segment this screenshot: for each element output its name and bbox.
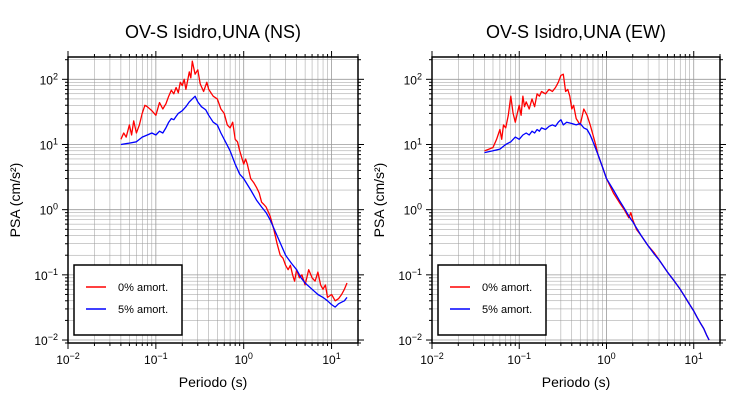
series-line-2: [120, 95, 348, 308]
y-axis-label: PSA (cm/s²): [7, 163, 23, 238]
legend-box: [437, 264, 547, 336]
legend: 0% amort. 5% amort.: [73, 264, 183, 336]
legend-box: [73, 264, 183, 336]
y-tick-label: 10−2: [34, 332, 58, 348]
ticks: [426, 51, 726, 349]
chart-title: OV-S Isidro,UNA (NS): [125, 22, 301, 42]
legend-label-2: 5% amort.: [118, 304, 168, 316]
legend-label-1: 0% amort.: [482, 282, 532, 294]
y-tick-label: 10−2: [398, 332, 422, 348]
x-tick-label: 100: [235, 351, 253, 367]
y-tick-label: 101: [40, 136, 58, 152]
series-line-1: [120, 60, 348, 302]
x-tick-label: 10−2: [56, 351, 80, 367]
y-tick-label: 102: [404, 71, 422, 87]
x-tick-label: 100: [597, 351, 615, 367]
y-tick-label: 10−1: [398, 267, 422, 283]
plot-frame: [67, 56, 359, 344]
y-tick-label: 101: [404, 136, 422, 152]
legend-label-1: 0% amort.: [118, 282, 168, 294]
y-tick-label: 102: [40, 71, 58, 87]
x-tick-label: 10−2: [420, 351, 444, 367]
series-line-2: [484, 119, 710, 341]
grid: [67, 57, 359, 344]
chart-panel-1: 10−2 10−1 100 101 10−2 10−1 100 101 102 OV-S Isid…: [7, 22, 364, 390]
grid: [431, 57, 721, 344]
legend: 0% amort. 5% amort.: [437, 264, 547, 336]
chart-title: OV-S Isidro,UNA (EW): [486, 22, 666, 42]
y-tick-label: 100: [40, 202, 58, 218]
chart-panel-2: 10−2 10−1 100 101 10−2 10−1 100 101 102 OV-S Isid…: [371, 22, 726, 390]
x-axis-label: Periodo (s): [542, 374, 610, 390]
x-tick-label: 101: [322, 351, 340, 367]
y-tick-label: 10−1: [34, 267, 58, 283]
y-axis-label: PSA (cm/s²): [371, 163, 387, 238]
y-tick-label: 100: [404, 202, 422, 218]
x-tick-label: 101: [685, 351, 703, 367]
x-axis-label: Periodo (s): [179, 374, 247, 390]
legend-label-2: 5% amort.: [482, 304, 532, 316]
x-tick-label: 10−1: [144, 351, 168, 367]
plot-frame: [431, 56, 721, 344]
x-tick-label: 10−1: [507, 351, 531, 367]
ticks: [62, 51, 364, 349]
